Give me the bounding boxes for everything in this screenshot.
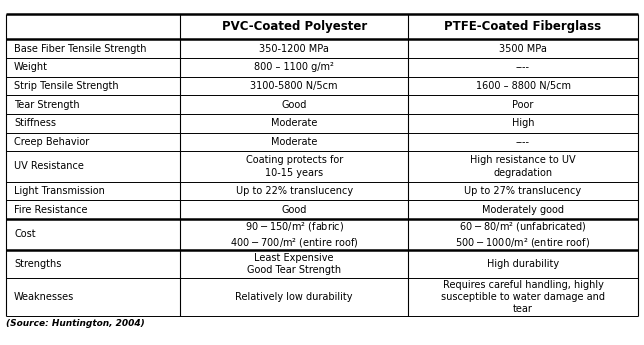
Text: 800 – 1100 g/m²: 800 – 1100 g/m² xyxy=(254,62,334,72)
Text: Base Fiber Tensile Strength: Base Fiber Tensile Strength xyxy=(14,43,147,53)
Text: Fire Resistance: Fire Resistance xyxy=(14,205,88,215)
Text: Tear Strength: Tear Strength xyxy=(14,99,80,109)
Text: Good: Good xyxy=(281,99,307,109)
Text: $90-$150/m² (fabric)
$400-$700/m² (entire roof): $90-$150/m² (fabric) $400-$700/m² (entir… xyxy=(230,220,359,249)
Text: 3500 MPa: 3500 MPa xyxy=(499,43,547,53)
Text: PTFE-Coated Fiberglass: PTFE-Coated Fiberglass xyxy=(444,20,601,33)
Text: Requires careful handling, highly
susceptible to water damage and
tear: Requires careful handling, highly suscep… xyxy=(441,279,605,314)
Text: Moderate: Moderate xyxy=(271,137,317,147)
Text: (Source: Huntington, 2004): (Source: Huntington, 2004) xyxy=(6,319,145,328)
Text: Light Transmission: Light Transmission xyxy=(14,186,105,196)
Text: Weaknesses: Weaknesses xyxy=(14,292,75,302)
Text: Good: Good xyxy=(281,205,307,215)
Text: High: High xyxy=(512,118,535,128)
Text: $60-$80/m² (unfabricated)
$500-$1000/m² (entire roof): $60-$80/m² (unfabricated) $500-$1000/m² … xyxy=(455,220,591,249)
Text: High resistance to UV
degradation: High resistance to UV degradation xyxy=(470,155,576,178)
Text: Strengths: Strengths xyxy=(14,259,62,269)
Text: UV Resistance: UV Resistance xyxy=(14,161,84,171)
Text: Strip Tensile Strength: Strip Tensile Strength xyxy=(14,81,118,91)
Text: Weight: Weight xyxy=(14,62,48,72)
Text: Relatively low durability: Relatively low durability xyxy=(236,292,353,302)
Text: High durability: High durability xyxy=(487,259,559,269)
Text: 350-1200 MPa: 350-1200 MPa xyxy=(260,43,329,53)
Text: Cost: Cost xyxy=(14,229,36,239)
Text: 1600 – 8800 N/5cm: 1600 – 8800 N/5cm xyxy=(475,81,571,91)
Text: Up to 27% translucency: Up to 27% translucency xyxy=(464,186,582,196)
Text: PVC-Coated Polyester: PVC-Coated Polyester xyxy=(222,20,367,33)
Text: Up to 22% translucency: Up to 22% translucency xyxy=(236,186,353,196)
Text: Moderate: Moderate xyxy=(271,118,317,128)
Text: Creep Behavior: Creep Behavior xyxy=(14,137,90,147)
Text: Moderately good: Moderately good xyxy=(482,205,564,215)
Text: ----: ---- xyxy=(516,137,530,147)
Text: Stiffness: Stiffness xyxy=(14,118,56,128)
Text: Coating protects for
10-15 years: Coating protects for 10-15 years xyxy=(245,155,343,178)
Text: ----: ---- xyxy=(516,62,530,72)
Text: 3100-5800 N/5cm: 3100-5800 N/5cm xyxy=(251,81,338,91)
Text: Least Expensive
Good Tear Strength: Least Expensive Good Tear Strength xyxy=(247,253,341,275)
Text: Poor: Poor xyxy=(513,99,534,109)
